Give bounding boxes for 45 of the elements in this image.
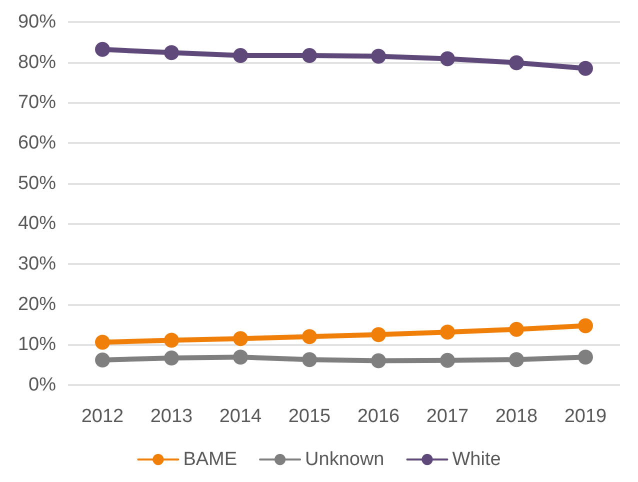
point xyxy=(233,331,248,346)
point xyxy=(440,51,455,66)
y-tick-label: 40% xyxy=(18,213,56,234)
point xyxy=(509,352,524,368)
y-tick-label: 80% xyxy=(18,52,56,73)
x-tick-label: 2019 xyxy=(564,406,607,427)
point xyxy=(578,318,593,334)
point xyxy=(302,352,317,368)
point xyxy=(440,352,455,368)
point xyxy=(578,350,593,365)
point xyxy=(302,48,317,63)
point xyxy=(371,327,386,342)
legend-label: White xyxy=(452,449,501,470)
point xyxy=(164,332,179,348)
point xyxy=(95,352,110,368)
y-tick-label: 10% xyxy=(18,334,56,356)
point xyxy=(164,45,179,60)
point xyxy=(371,48,386,64)
x-tick-label: 2015 xyxy=(288,406,331,427)
point xyxy=(95,42,110,57)
point xyxy=(95,334,110,350)
y-tick-label: 70% xyxy=(18,92,56,114)
point xyxy=(509,322,524,337)
x-tick-label: 2016 xyxy=(357,406,400,427)
point xyxy=(509,55,524,70)
x-tick-label: 2012 xyxy=(81,406,124,427)
point xyxy=(371,353,386,368)
legend-label: BAME xyxy=(183,449,238,470)
y-tick-label: 30% xyxy=(18,254,56,274)
y-tick-label: 0% xyxy=(28,374,56,396)
point xyxy=(233,48,248,63)
x-tick-label: 2017 xyxy=(426,406,469,427)
legend-label: Unknown xyxy=(305,449,384,470)
x-tick-label: 2014 xyxy=(219,406,262,427)
y-tick-label: 20% xyxy=(18,294,56,315)
point xyxy=(440,324,455,340)
y-tick-label: 90% xyxy=(18,12,56,32)
point xyxy=(233,350,248,365)
x-tick-label: 2018 xyxy=(495,406,538,427)
point xyxy=(578,60,593,76)
point xyxy=(164,350,179,366)
y-tick-label: 60% xyxy=(18,132,56,154)
x-tick-label: 2013 xyxy=(150,406,193,427)
y-tick-label: 50% xyxy=(18,172,56,194)
point xyxy=(302,329,317,344)
